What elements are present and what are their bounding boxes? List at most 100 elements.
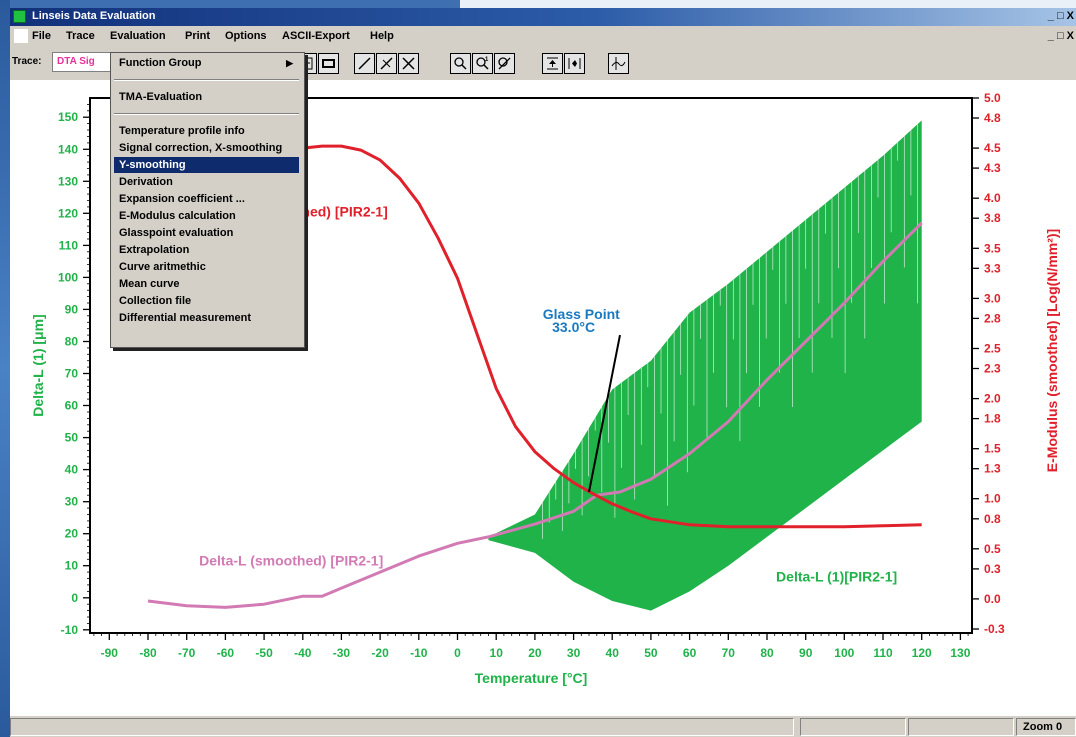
- x-tick-label: 80: [760, 646, 774, 660]
- menu-ascii-export[interactable]: ASCII-Export: [282, 30, 350, 42]
- y2-tick-label: 1.8: [984, 412, 1001, 426]
- menu-separator: [114, 79, 299, 81]
- y-tick-label: 30: [65, 495, 79, 509]
- menu-trace[interactable]: Trace: [66, 30, 95, 42]
- menu-item-expansion-coefficient[interactable]: Expansion coefficient ...: [119, 193, 245, 205]
- cross-line-icon[interactable]: [376, 53, 397, 74]
- evaluation-dropdown-menu: Function Group ▶ TMA-Evaluation Temperatu…: [110, 52, 305, 348]
- submenu-arrow-icon: ▶: [286, 58, 293, 68]
- y2-tick-label: 2.8: [984, 311, 1001, 325]
- title-bar[interactable]: Linseis Data Evaluation _ □ X: [10, 8, 1076, 26]
- menu-item-y-smoothing[interactable]: Y-smoothing: [114, 157, 299, 173]
- y2-tick-label: 4.5: [984, 141, 1001, 155]
- x-tick-label: 50: [644, 646, 658, 660]
- marker-icon[interactable]: [608, 53, 629, 74]
- menu-item-glasspoint[interactable]: Glasspoint evaluation: [119, 227, 234, 239]
- zoom-step-icon[interactable]: 1: [472, 53, 493, 74]
- svg-text:1: 1: [485, 57, 489, 63]
- chart-annotation: Delta-L (smoothed) [PIR2-1]: [199, 553, 383, 569]
- status-pane-3: [908, 718, 1014, 736]
- y2-tick-label: 1.0: [984, 492, 1001, 506]
- menu-help[interactable]: Help: [370, 30, 394, 42]
- fit-horizontal-icon[interactable]: [564, 53, 585, 74]
- menu-file[interactable]: File: [32, 30, 51, 42]
- menu-item-derivation[interactable]: Derivation: [119, 176, 173, 188]
- app-icon: [13, 10, 26, 23]
- menu-item-extrapolation[interactable]: Extrapolation: [119, 244, 190, 256]
- trace-label: Trace:: [12, 56, 42, 67]
- chart-annotation: 33.0°C: [552, 319, 595, 335]
- y-axis-title: Delta-L (1) [μm]: [30, 314, 46, 416]
- x-tick-label: 0: [454, 646, 461, 660]
- plot-area[interactable]: -90 -80 -70 -60 -50 -40 -30 -20 -10 0 10 20 30 40 50 60…: [10, 80, 1076, 716]
- y-tick-label: 130: [58, 174, 78, 188]
- chart-annotation: Glass Point: [543, 306, 620, 322]
- menu-item-differential[interactable]: Differential measurement: [119, 312, 252, 324]
- menu-item-signal-correction[interactable]: Signal correction, X-smoothing: [119, 142, 283, 154]
- y2-axis-title: E-Modulus (smoothed) [Log(N/mm²)]: [1044, 229, 1060, 472]
- y2-tick-label: 2.0: [984, 392, 1001, 406]
- fit-vertical-icon[interactable]: [542, 53, 563, 74]
- menu-separator: [114, 113, 299, 115]
- y-tick-label: 120: [58, 206, 78, 220]
- e-modulus-line: [302, 144, 922, 529]
- zoom-in-icon[interactable]: [450, 53, 471, 74]
- menu-item-temperature-profile[interactable]: Temperature profile info: [119, 125, 245, 137]
- menu-item-collection-file[interactable]: Collection file: [119, 295, 192, 307]
- menu-item-e-modulus[interactable]: E-Modulus calculation: [119, 210, 236, 222]
- line-tool-icon[interactable]: [354, 53, 375, 74]
- x-tick-label: -30: [333, 646, 351, 660]
- status-pane-2: [800, 718, 906, 736]
- x-tick-label: 90: [799, 646, 813, 660]
- y-tick-label: 110: [59, 238, 79, 252]
- y2-tick-label: -0.3: [984, 622, 1005, 636]
- menu-print[interactable]: Print: [185, 30, 211, 42]
- x-tick-label: -50: [255, 646, 273, 660]
- status-pane-1: [10, 718, 794, 736]
- system-menu-icon[interactable]: [14, 29, 28, 43]
- raw-band-area: [488, 120, 922, 611]
- x-tick-label: 30: [567, 646, 581, 660]
- zoom-status: Zoom 0: [1016, 718, 1076, 736]
- y-tick-label: 50: [65, 431, 79, 445]
- window-controls[interactable]: _ □ X: [1047, 10, 1074, 22]
- y2-tick-label: 3.8: [984, 211, 1001, 225]
- x-tick-label: 60: [683, 646, 697, 660]
- y-tick-label: 20: [65, 527, 79, 541]
- menu-bar: File Trace Evaluation Print Options ASCI…: [10, 26, 1076, 46]
- zoom-reset-icon[interactable]: [494, 53, 515, 74]
- window-title: Linseis Data Evaluation: [32, 10, 156, 22]
- y-tick-label: 70: [65, 367, 79, 381]
- zoom-rect-icon[interactable]: [318, 53, 339, 74]
- y2-tick-label: 3.5: [984, 241, 1001, 255]
- delete-icon[interactable]: [398, 53, 419, 74]
- x-tick-label: 110: [873, 646, 893, 660]
- y2-tick-label: 4.3: [984, 161, 1001, 175]
- chart-labels: -90 -80 -70 -60 -50 -40 -30 -20 -10 0 10 20 30 40 50 60…: [30, 91, 1060, 686]
- y-tick-label: -10: [61, 623, 79, 637]
- x-axis-title: Temperature [°C]: [475, 670, 588, 686]
- x-tick-label: -60: [217, 646, 235, 660]
- menu-item-tma-evaluation[interactable]: TMA-Evaluation: [119, 91, 203, 103]
- menu-item-function-group[interactable]: Function Group ▶: [114, 55, 299, 71]
- y-tick-label: 80: [65, 335, 79, 349]
- y2-tick-label: 2.3: [984, 362, 1001, 376]
- child-window-controls[interactable]: _ □ X: [1047, 30, 1074, 42]
- menu-item-mean-curve[interactable]: Mean curve: [119, 278, 180, 290]
- desktop-background: [0, 0, 10, 737]
- x-tick-label: -80: [139, 646, 157, 660]
- menu-item-curve-arithmetic[interactable]: Curve aritmethic: [119, 261, 206, 273]
- app-window: Linseis Data Evaluation _ □ X File Trace…: [10, 8, 1076, 737]
- y2-tick-label: 3.3: [984, 261, 1001, 275]
- chart-annotation: oothed) [PIR2-1]: [280, 204, 388, 220]
- zoom-label: Zoom 0: [1023, 721, 1063, 733]
- menu-evaluation[interactable]: Evaluation: [110, 30, 166, 42]
- y-tick-label: 40: [65, 463, 79, 477]
- y-tick-label: 150: [58, 110, 78, 124]
- y2-tick-label: 0.3: [984, 562, 1001, 576]
- chart-svg[interactable]: -90 -80 -70 -60 -50 -40 -30 -20 -10 0 10 20 30 40 50 60…: [10, 80, 1076, 716]
- axes: [83, 97, 979, 640]
- x-tick-label: 120: [912, 646, 932, 660]
- desktop-background-top: [460, 0, 1076, 8]
- menu-options[interactable]: Options: [225, 30, 267, 42]
